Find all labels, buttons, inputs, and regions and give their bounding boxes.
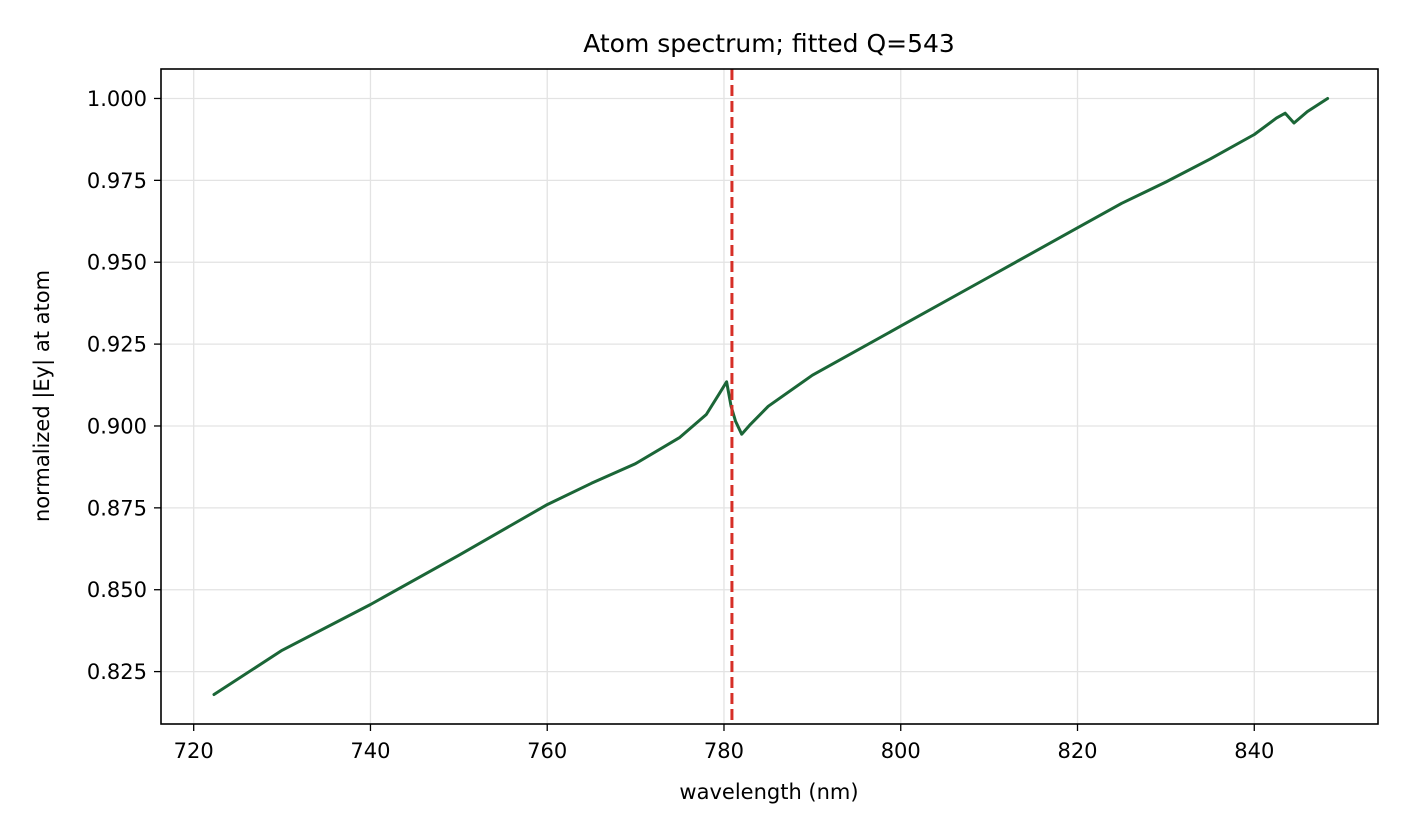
chart-title: Atom spectrum; fitted Q=543	[583, 29, 955, 58]
x-tick-label: 760	[527, 739, 567, 763]
y-tick-label: 0.875	[87, 496, 147, 520]
y-tick-label: 0.900	[87, 414, 147, 438]
y-tick-label: 0.850	[87, 578, 147, 602]
x-tick-label: 780	[704, 739, 744, 763]
x-tick-label: 820	[1057, 739, 1097, 763]
y-tick-label: 0.825	[87, 660, 147, 684]
y-axis-title: normalized |Ey| at atom	[30, 270, 55, 522]
plot-data	[212, 69, 1330, 724]
x-tick-label: 840	[1234, 739, 1274, 763]
plot-frame	[160, 68, 1379, 725]
grid-lines	[161, 69, 1378, 724]
axis-ticks: 720 740 760 780 800 820 840 0.825 0.850 0.875 0.90…	[87, 87, 1274, 763]
y-tick-label: 1.000	[87, 87, 147, 111]
y-tick-label: 0.925	[87, 333, 147, 357]
x-tick-label: 740	[350, 739, 390, 763]
y-tick-label: 0.950	[87, 251, 147, 275]
y-tick-label: 0.975	[87, 169, 147, 193]
x-axis-title: wavelength (nm)	[679, 780, 858, 804]
x-tick-label: 720	[174, 739, 214, 763]
x-tick-label: 800	[881, 739, 921, 763]
series-line-0	[212, 97, 1330, 696]
